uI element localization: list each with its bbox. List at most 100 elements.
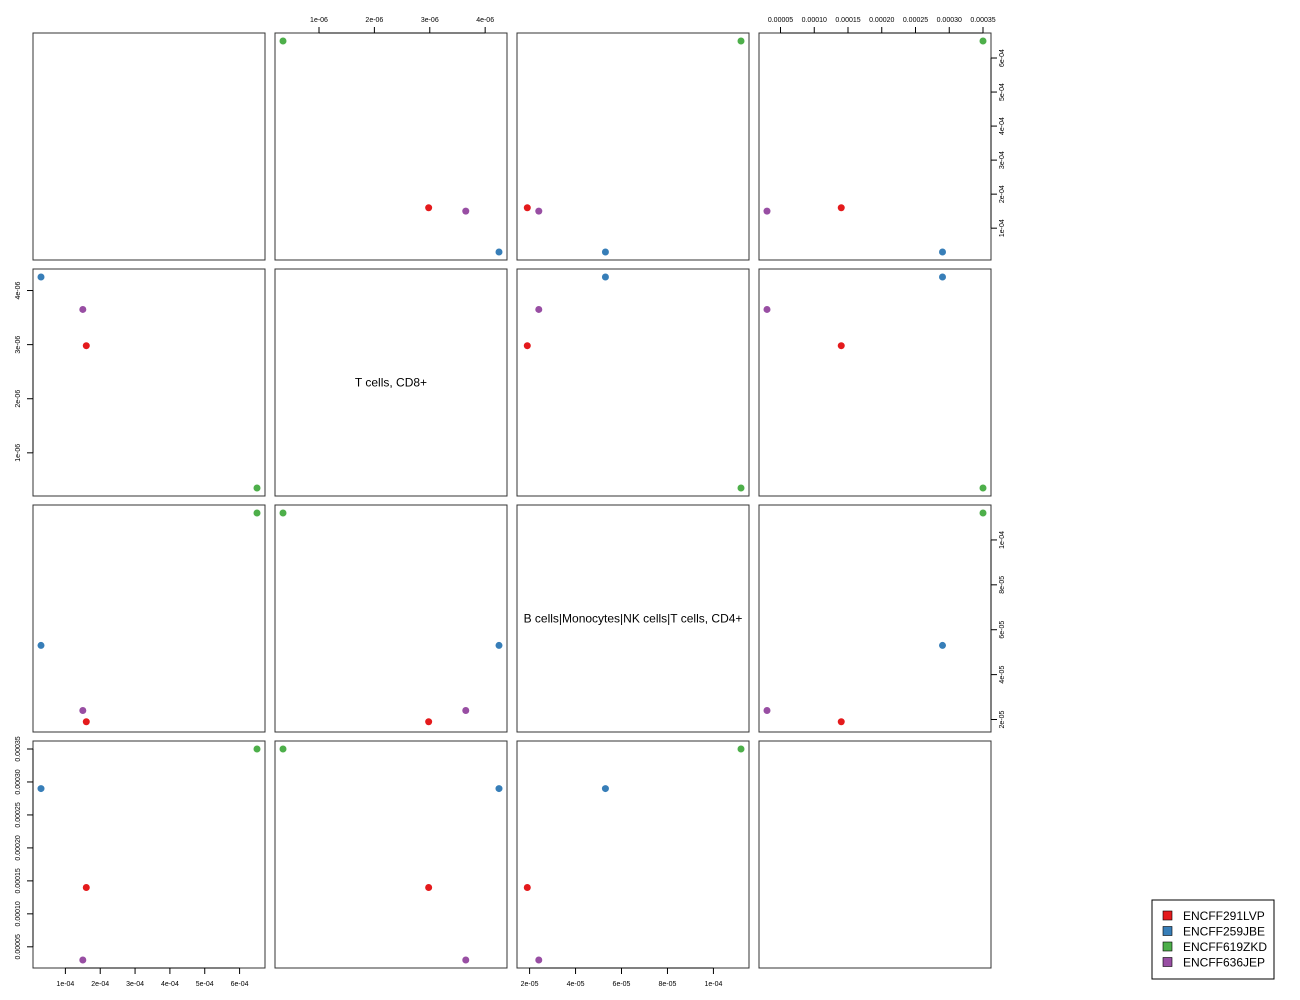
legend-label: ENCFF619ZKD bbox=[1183, 940, 1267, 954]
data-point bbox=[763, 207, 771, 215]
x-tick-label: 0.00035 bbox=[970, 17, 995, 24]
y-tick-label: 4e-06 bbox=[15, 281, 22, 299]
y-tick-label: 0.00020 bbox=[15, 835, 22, 860]
panel-1-2 bbox=[516, 268, 750, 497]
data-point bbox=[837, 718, 845, 726]
x-tick-label: 0.00015 bbox=[835, 17, 860, 24]
data-point bbox=[82, 718, 90, 726]
x-tick-label: 8e-05 bbox=[659, 981, 677, 988]
panel-0-1 bbox=[274, 32, 508, 261]
x-tick-label: 6e-04 bbox=[231, 981, 249, 988]
x-tick-label: 2e-05 bbox=[521, 981, 539, 988]
y-tick-label: 2e-06 bbox=[15, 390, 22, 408]
x-tick-label: 0.00025 bbox=[903, 17, 928, 24]
panel-1-0 bbox=[32, 268, 266, 497]
legend-swatch bbox=[1162, 926, 1173, 936]
data-point bbox=[535, 956, 543, 964]
data-point bbox=[279, 37, 287, 45]
panel-3-3 bbox=[758, 740, 992, 969]
diagonal-label: T cells, CD8+ bbox=[355, 376, 427, 390]
data-point bbox=[253, 509, 261, 517]
data-point bbox=[79, 956, 87, 964]
data-point bbox=[939, 273, 946, 281]
data-point bbox=[523, 883, 531, 891]
legend-swatch bbox=[1162, 957, 1173, 967]
x-tick-label: 2e-06 bbox=[365, 17, 383, 24]
data-point bbox=[37, 641, 45, 649]
x-tick-label: 3e-06 bbox=[421, 17, 439, 24]
y-tick-label: 0.00010 bbox=[15, 901, 22, 926]
y-tick-label: 1e-04 bbox=[999, 531, 1006, 549]
y-tick-label: 3e-06 bbox=[15, 336, 22, 354]
data-point bbox=[837, 342, 845, 350]
data-point bbox=[253, 745, 261, 753]
data-point bbox=[462, 956, 470, 964]
data-point bbox=[279, 745, 287, 753]
data-point bbox=[763, 305, 771, 313]
data-point bbox=[253, 484, 261, 492]
y-tick-label: 2e-05 bbox=[999, 710, 1006, 728]
data-point bbox=[737, 484, 745, 492]
x-tick-label: 4e-04 bbox=[161, 981, 179, 988]
y-tick-label: 1e-04 bbox=[999, 219, 1006, 237]
panel-2-1 bbox=[274, 504, 508, 733]
y-tick-label: 2e-04 bbox=[999, 185, 1006, 203]
y-tick-label: 5e-04 bbox=[999, 83, 1006, 101]
panel-1-1 bbox=[274, 268, 508, 497]
panel-3-0 bbox=[32, 740, 266, 969]
legend-label: ENCFF259JBE bbox=[1183, 925, 1265, 939]
panel-0-0 bbox=[32, 32, 266, 261]
data-point bbox=[279, 509, 287, 517]
data-point bbox=[462, 707, 470, 715]
data-point bbox=[523, 204, 531, 212]
y-tick-label: 6e-05 bbox=[999, 621, 1006, 639]
x-tick-label: 1e-06 bbox=[310, 17, 328, 24]
y-tick-label: 0.00025 bbox=[15, 802, 22, 827]
x-tick-label: 2e-04 bbox=[91, 981, 109, 988]
data-point bbox=[939, 641, 946, 649]
y-tick-label: 1e-06 bbox=[15, 444, 22, 462]
panel-0-3 bbox=[758, 32, 992, 261]
legend bbox=[1151, 899, 1275, 980]
data-point bbox=[425, 718, 433, 726]
legend-label: ENCFF636JEP bbox=[1183, 956, 1265, 970]
x-tick-label: 4e-06 bbox=[476, 17, 494, 24]
y-tick-label: 0.00030 bbox=[15, 769, 22, 794]
x-tick-label: 3e-04 bbox=[126, 981, 144, 988]
y-tick-label: 0.00035 bbox=[15, 736, 22, 761]
data-point bbox=[979, 37, 987, 45]
x-tick-label: 0.00010 bbox=[802, 17, 827, 24]
data-point bbox=[535, 305, 543, 313]
x-tick-label: 6e-05 bbox=[613, 981, 631, 988]
x-tick-label: 1e-04 bbox=[56, 981, 74, 988]
y-tick-label: 0.00005 bbox=[15, 934, 22, 959]
data-point bbox=[939, 248, 946, 256]
data-point bbox=[79, 305, 87, 313]
x-tick-label: 0.00005 bbox=[768, 17, 793, 24]
data-point bbox=[82, 883, 90, 891]
data-point bbox=[37, 785, 45, 793]
data-point bbox=[82, 342, 90, 350]
x-tick-label: 4e-05 bbox=[567, 981, 585, 988]
legend-label: ENCFF291LVP bbox=[1183, 909, 1265, 923]
data-point bbox=[763, 707, 771, 715]
panel-0-2 bbox=[516, 32, 750, 261]
data-point bbox=[979, 509, 987, 517]
data-point bbox=[601, 785, 609, 793]
diagonal-label: B cells|Monocytes|NK cells|T cells, CD4+ bbox=[524, 612, 743, 626]
data-point bbox=[495, 785, 503, 793]
y-tick-label: 6e-04 bbox=[999, 49, 1006, 67]
y-tick-label: 0.00015 bbox=[15, 868, 22, 893]
x-tick-label: 5e-04 bbox=[196, 981, 214, 988]
legend-swatch bbox=[1162, 910, 1173, 921]
y-tick-label: 4e-05 bbox=[999, 666, 1006, 684]
panel-2-2 bbox=[516, 504, 750, 733]
panel-2-3 bbox=[758, 504, 992, 733]
legend-swatch bbox=[1162, 941, 1173, 952]
data-point bbox=[837, 204, 845, 212]
panel-3-1 bbox=[274, 740, 508, 969]
data-point bbox=[495, 248, 503, 256]
data-point bbox=[462, 207, 470, 215]
data-point bbox=[79, 707, 87, 715]
